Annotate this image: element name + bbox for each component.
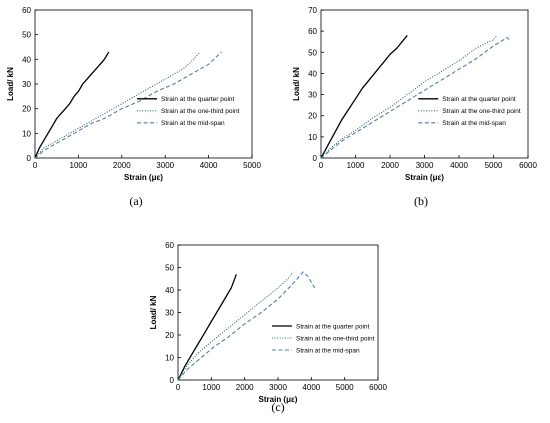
series-line-1 xyxy=(177,274,237,381)
series-line-1 xyxy=(320,34,408,159)
x-axis-title: Strain (με) xyxy=(124,173,163,182)
y-tick-label: 20 xyxy=(165,331,174,340)
x-tick-label: 4000 xyxy=(302,383,320,392)
y-tick-label: 60 xyxy=(165,241,174,250)
x-tick-label: 2000 xyxy=(113,161,131,170)
y-tick-label: 30 xyxy=(22,80,31,89)
y-tick-label: 10 xyxy=(308,133,317,142)
legend-label-2: Strain at the one-third point xyxy=(442,108,521,115)
legend-label-2: Strain at the one-third point xyxy=(296,335,375,342)
y-tick-label: 40 xyxy=(308,69,317,78)
y-tick-label: 40 xyxy=(22,55,31,64)
series-line-2 xyxy=(177,271,294,381)
series-line-3 xyxy=(320,36,512,159)
x-axis-title: Strain (με) xyxy=(259,395,298,404)
y-axis-title: Load/ kN xyxy=(292,67,301,101)
y-axis-title: Load/ kN xyxy=(6,67,15,101)
y-tick-label: 0 xyxy=(27,154,32,163)
y-tick-label: 60 xyxy=(22,6,31,15)
chart-panel-3: 0 1000 2000 3000 4000 5000 6000 0 10 20 30 40 50 60 St… xyxy=(149,241,387,414)
y-tick-label: 30 xyxy=(308,91,317,100)
chart-panel-1: 0 1000 2000 3000 4000 5000 0 10 20 30 40 50 60 Strain… xyxy=(6,6,261,208)
x-tick-label: 3000 xyxy=(416,161,434,170)
legend-label-2: Strain at the one-third point xyxy=(161,108,240,115)
y-tick-label: 10 xyxy=(22,129,31,138)
y-tick-label: 30 xyxy=(165,309,174,318)
x-tick-label: 6000 xyxy=(519,161,537,170)
y-tick-label: 70 xyxy=(308,6,317,15)
panel-label: (b) xyxy=(414,194,428,208)
panel-label: (a) xyxy=(129,194,142,208)
chart-panel-2: 0 1000 2000 3000 4000 5000 6000 0 10 20 30 40 50 60 70… xyxy=(292,6,537,208)
y-tick-label: 50 xyxy=(22,31,31,40)
y-tick-label: 40 xyxy=(165,286,174,295)
x-tick-label: 0 xyxy=(176,383,181,392)
legend-label-3: Strain at the mid-span xyxy=(296,347,360,354)
x-tick-label: 4000 xyxy=(200,161,218,170)
legend-label-3: Strain at the mid-span xyxy=(161,120,225,127)
panel-label: (c) xyxy=(271,400,284,414)
x-tick-label: 2000 xyxy=(381,161,399,170)
x-tick-label: 3000 xyxy=(156,161,174,170)
legend-label-1: Strain at the quarter point xyxy=(442,96,516,103)
x-axis-title: Strain (με) xyxy=(405,173,444,182)
x-tick-label: 2000 xyxy=(236,383,254,392)
y-tick-label: 0 xyxy=(313,154,318,163)
x-tick-label: 6000 xyxy=(369,383,387,392)
y-tick-label: 20 xyxy=(22,105,31,114)
x-tick-label: 5000 xyxy=(336,383,354,392)
legend-label-3: Strain at the mid-span xyxy=(442,120,506,127)
y-axis-title: Load/ kN xyxy=(149,295,158,329)
x-tick-label: 1000 xyxy=(347,161,365,170)
x-tick-label: 1000 xyxy=(202,383,220,392)
series-line-3 xyxy=(177,271,316,381)
x-tick-label: 5000 xyxy=(243,161,261,170)
y-tick-label: 10 xyxy=(165,354,174,363)
x-tick-label: 0 xyxy=(33,161,38,170)
y-tick-label: 20 xyxy=(308,112,317,121)
y-tick-label: 50 xyxy=(308,48,317,57)
series-line-2 xyxy=(320,35,498,159)
legend-label-1: Strain at the quarter point xyxy=(296,323,370,330)
x-tick-label: 3000 xyxy=(269,383,287,392)
x-tick-label: 4000 xyxy=(450,161,468,170)
x-tick-label: 0 xyxy=(319,161,324,170)
y-tick-label: 0 xyxy=(170,376,175,385)
y-tick-label: 50 xyxy=(165,264,174,273)
x-tick-label: 1000 xyxy=(70,161,88,170)
legend-label-1: Strain at the quarter point xyxy=(161,96,235,103)
series-line-1 xyxy=(34,51,110,159)
x-tick-label: 5000 xyxy=(485,161,503,170)
y-tick-label: 60 xyxy=(308,27,317,36)
